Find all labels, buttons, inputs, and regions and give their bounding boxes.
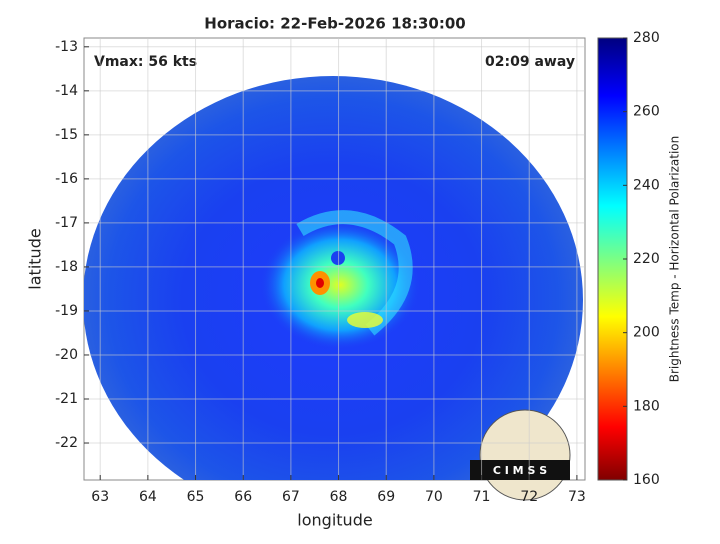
x-tick-label: 63 xyxy=(91,489,109,505)
y-tick-label: -15 xyxy=(55,127,78,143)
y-tick-label: -16 xyxy=(55,171,78,187)
colorbar-tick-label: 180 xyxy=(633,398,660,414)
colorbar-tick-label: 220 xyxy=(633,251,660,267)
annotation: 02:09 away xyxy=(485,54,575,70)
colorbar-label: Brightness Temp - Horizontal Polarizatio… xyxy=(668,136,682,383)
y-tick-label: -21 xyxy=(55,391,78,407)
colorbar-tick-label: 240 xyxy=(633,177,660,193)
x-tick-label: 66 xyxy=(234,489,252,505)
x-tick-label: 71 xyxy=(473,489,491,505)
x-tick-label: 68 xyxy=(330,489,348,505)
y-tick-label: -22 xyxy=(55,435,78,451)
colorbar xyxy=(597,37,628,481)
x-tick-label: 65 xyxy=(187,489,205,505)
y-tick-label: -19 xyxy=(55,303,78,319)
colorbar-tick-label: 200 xyxy=(633,325,660,341)
x-tick-label: 72 xyxy=(520,489,538,505)
satellite-image xyxy=(84,76,583,480)
colorbar-tick-label: 160 xyxy=(633,472,660,488)
x-tick-label: 73 xyxy=(568,489,586,505)
x-tick-label: 64 xyxy=(139,489,157,505)
y-tick-label: -18 xyxy=(55,259,78,275)
y-tick-label: -17 xyxy=(55,215,78,231)
y-tick-label: -20 xyxy=(55,347,78,363)
logo-text: C I M S S xyxy=(493,464,547,477)
logo: C I M S S xyxy=(470,409,571,501)
y-tick-label: -13 xyxy=(55,39,78,55)
colorbar-tick-label: 280 xyxy=(633,30,660,46)
chart-title: Horacio: 22-Feb-2026 18:30:00 xyxy=(204,15,465,33)
x-tick-label: 67 xyxy=(282,489,300,505)
x-axis-label: longitude xyxy=(297,511,372,530)
annotation: Vmax: 56 kts xyxy=(94,54,197,70)
x-tick-label: 70 xyxy=(425,489,443,505)
colorbar-tick-label: 260 xyxy=(633,104,660,120)
y-tick-label: -14 xyxy=(55,83,78,99)
y-axis-label: latitude xyxy=(26,228,45,289)
x-tick-label: 69 xyxy=(377,489,395,505)
